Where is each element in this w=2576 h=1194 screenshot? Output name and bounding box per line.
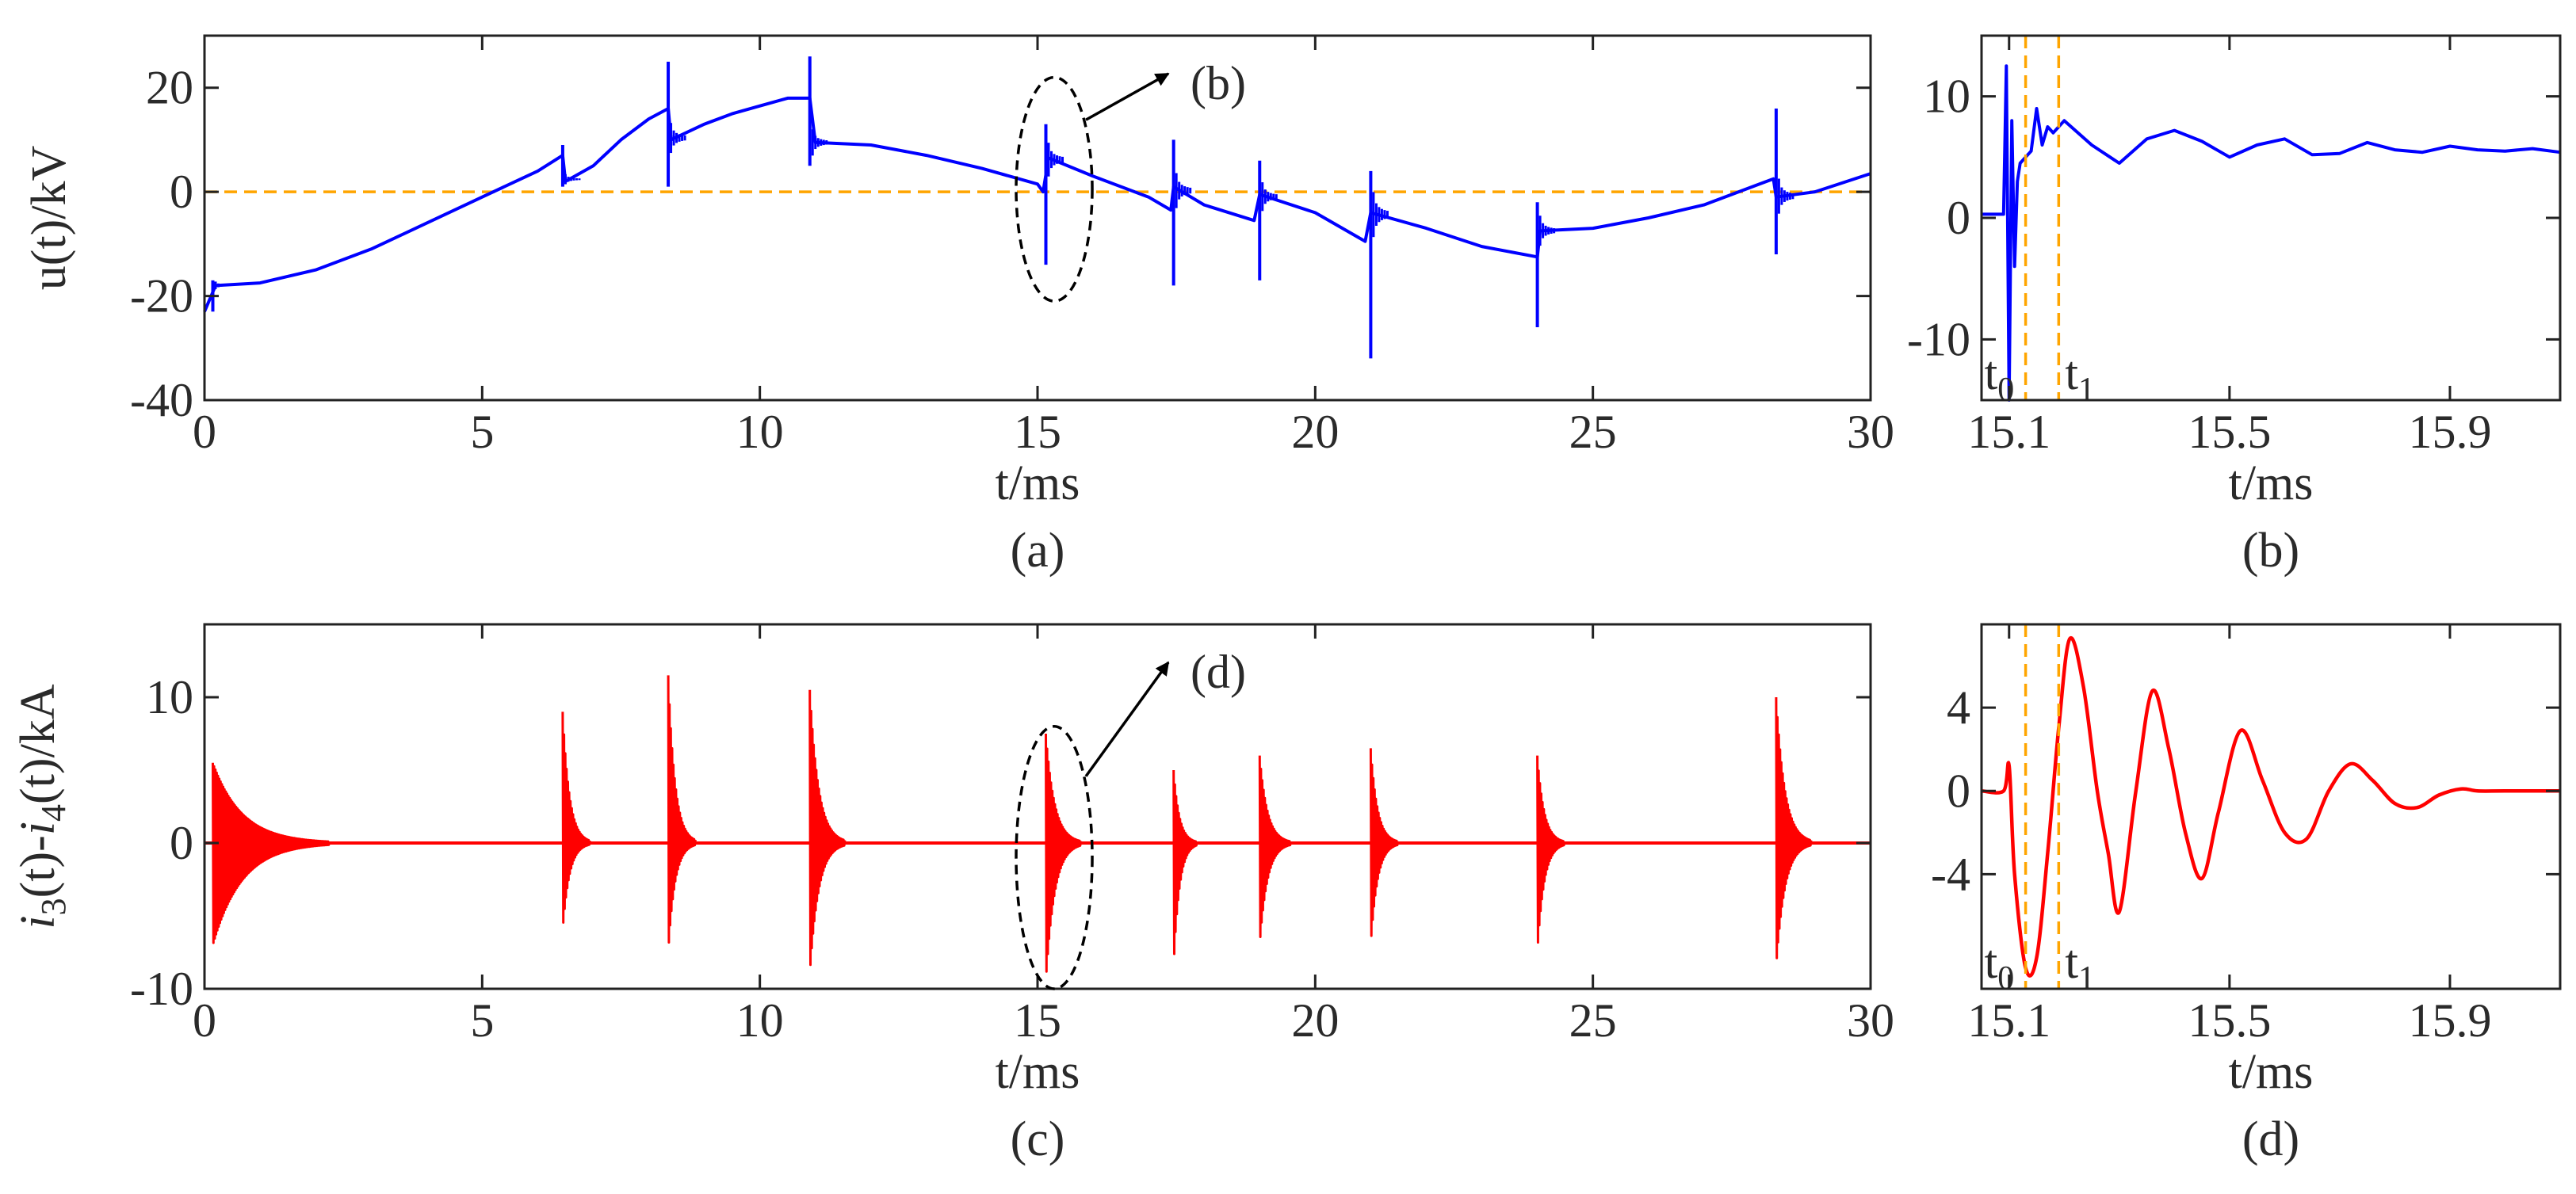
y-axis-title-part: (t)/kA bbox=[11, 684, 65, 804]
y-tick-label: 0 bbox=[1947, 765, 1970, 817]
x-tick-label: 30 bbox=[1847, 994, 1894, 1047]
chart-c-current-overview: 0 5 10 15 20 25 30-10010t/ms(c)i3(t)-i4(t)/kA(… bbox=[11, 623, 1894, 1166]
x-tick-label: 20 bbox=[1291, 994, 1339, 1047]
plot-frame bbox=[1980, 34, 2562, 402]
x-tick-label: 0 bbox=[193, 994, 216, 1047]
plot-frame bbox=[1980, 623, 2562, 990]
marker-label-sub: 0 bbox=[1997, 960, 2014, 997]
marker-label-t1: t1 bbox=[2065, 347, 2095, 408]
y-tick-label: 0 bbox=[1947, 192, 1970, 244]
y-axis-title-part: 3 bbox=[34, 898, 73, 915]
y-tick-label: 20 bbox=[146, 62, 193, 114]
y-tick-label: 0 bbox=[170, 166, 193, 218]
x-tick-label: 10 bbox=[736, 406, 784, 458]
x-tick-label: 10 bbox=[736, 994, 784, 1047]
zoom-ellipse bbox=[1015, 725, 1094, 990]
panel-label: (c) bbox=[1011, 1112, 1065, 1166]
panel-label: (b) bbox=[2242, 524, 2299, 578]
panel-label: (a) bbox=[1011, 524, 1065, 578]
x-tick-label: 30 bbox=[1847, 406, 1894, 458]
panel-label: (d) bbox=[2242, 1112, 2299, 1166]
x-axis-title: t/ms bbox=[996, 456, 1080, 510]
current-burst bbox=[1536, 755, 1566, 944]
y-tick-label: 0 bbox=[170, 817, 193, 869]
y-tick-label: -40 bbox=[130, 374, 193, 426]
x-tick-label: 15.5 bbox=[2188, 406, 2271, 458]
x-tick-label: 0 bbox=[193, 406, 216, 458]
current-burst bbox=[561, 711, 591, 924]
y-tick-label: -10 bbox=[1907, 313, 1970, 365]
zoom-label: (d) bbox=[1191, 646, 1246, 698]
y-tick-label: 10 bbox=[1923, 71, 1970, 123]
x-tick-label: 5 bbox=[470, 994, 494, 1047]
x-tick-label: 15.5 bbox=[2188, 994, 2271, 1047]
marker-label-t1: t1 bbox=[2065, 936, 2095, 997]
y-tick-label: -4 bbox=[1931, 848, 1970, 900]
marker-label-base: t bbox=[2065, 347, 2078, 399]
zoom-ellipse bbox=[1015, 75, 1094, 303]
x-tick-label: 25 bbox=[1569, 994, 1617, 1047]
current-burst bbox=[1258, 755, 1292, 938]
x-tick-label: 15.9 bbox=[2408, 406, 2491, 458]
current-burst bbox=[1172, 769, 1198, 956]
y-axis-title: i3(t)-i4(t)/kA bbox=[11, 684, 73, 929]
current-burst bbox=[1369, 748, 1400, 937]
marker-label-base: t bbox=[1985, 347, 1998, 399]
voltage-series-line bbox=[203, 96, 1871, 313]
marker-label-base: t bbox=[1985, 936, 1998, 988]
x-tick-label: 5 bbox=[470, 406, 494, 458]
y-tick-label: -20 bbox=[130, 270, 193, 322]
y-tick-label: 4 bbox=[1947, 681, 1970, 734]
x-tick-label: 15.9 bbox=[2408, 994, 2491, 1047]
y-tick-label: 10 bbox=[146, 671, 193, 723]
marker-label-sub: 1 bbox=[2078, 960, 2095, 997]
x-tick-label: 15 bbox=[1014, 406, 1061, 458]
y-axis-title-part: i bbox=[11, 822, 65, 835]
x-tick-label: 20 bbox=[1291, 406, 1339, 458]
marker-label-base: t bbox=[2065, 936, 2078, 988]
x-axis-title: t/ms bbox=[2229, 1045, 2314, 1099]
y-axis-title-part: (t)- bbox=[11, 835, 65, 898]
y-axis-title: u(t)/kV bbox=[22, 146, 76, 291]
x-axis-title: t/ms bbox=[996, 1045, 1080, 1099]
x-axis-title: t/ms bbox=[2229, 456, 2314, 510]
x-tick-label: 15.1 bbox=[1967, 406, 2050, 458]
x-tick-label: 15 bbox=[1014, 994, 1061, 1047]
current-zoom-series-line bbox=[1981, 635, 2560, 978]
x-tick-label: 15.1 bbox=[1967, 994, 2050, 1047]
y-axis-title-part: i bbox=[11, 915, 65, 929]
current-burst bbox=[808, 689, 847, 967]
y-axis-title-part: 4 bbox=[34, 804, 73, 822]
marker-label-sub: 0 bbox=[1997, 372, 2014, 408]
x-tick-label: 25 bbox=[1569, 406, 1617, 458]
voltage-zoom-series-line bbox=[1982, 64, 2561, 402]
current-burst bbox=[667, 675, 697, 944]
chart-a-voltage-overview: 0 5 10 15 20 25 30 -40 -20 0 20 t/ms (a) u(t)/kV (b) bbox=[22, 34, 1894, 578]
current-burst bbox=[1775, 696, 1813, 959]
marker-label-sub: 1 bbox=[2078, 372, 2095, 408]
current-burst bbox=[1045, 733, 1083, 973]
zoom-arrow bbox=[1085, 72, 1170, 121]
plot-frame bbox=[203, 623, 1872, 990]
current-burst bbox=[212, 762, 331, 944]
zoom-label: (b) bbox=[1191, 57, 1246, 109]
zoom-arrow bbox=[1084, 661, 1170, 777]
y-tick-label: -10 bbox=[130, 963, 193, 1015]
